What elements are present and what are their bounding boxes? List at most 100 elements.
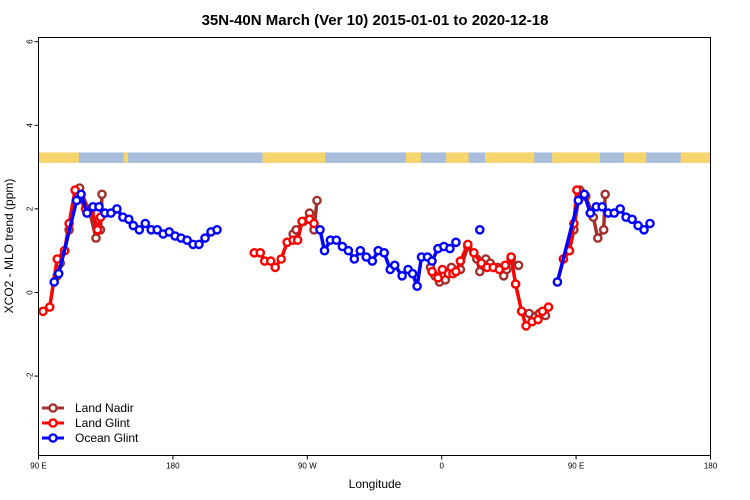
data-point: [639, 224, 649, 235]
data-point: [427, 266, 437, 277]
data-point: [312, 195, 322, 206]
data-point: [70, 185, 80, 195]
plot-frame: [38, 37, 711, 456]
data-point: [349, 254, 360, 264]
x-tick-label: 90 E: [30, 462, 46, 471]
data-point: [506, 252, 516, 262]
data-point: [331, 235, 342, 245]
data-point: [200, 233, 210, 243]
data-point: [94, 201, 104, 212]
legend-entry: Land Glint: [42, 416, 130, 430]
data-point: [600, 189, 611, 200]
x-tick-label: 90 E: [568, 462, 584, 471]
data-point: [609, 208, 620, 218]
land-strip-span: [262, 152, 326, 163]
data-point: [537, 306, 548, 317]
data-point: [407, 268, 418, 279]
land-strip-span: [623, 152, 647, 163]
land-strip-span: [405, 152, 421, 163]
x-tick-label: 180: [704, 462, 718, 471]
legend-label: Land Nadir: [75, 401, 134, 415]
data-point: [255, 247, 266, 258]
data-point: [433, 273, 443, 283]
data-point: [389, 260, 400, 271]
data-point: [627, 214, 637, 225]
ocean-strip: [38, 152, 711, 163]
data-point: [337, 241, 348, 252]
data-point: [44, 302, 55, 312]
data-point: [510, 279, 521, 289]
land-strip-span: [38, 152, 79, 163]
land-strip-span: [552, 152, 600, 163]
data-point: [615, 204, 626, 214]
land-strip-span: [485, 152, 535, 163]
data-point: [53, 268, 64, 279]
y-tick-label: -2: [26, 372, 35, 380]
data-point: [309, 218, 319, 229]
data-point: [265, 256, 276, 266]
x-axis-title: Longitude: [349, 477, 402, 491]
data-point: [645, 218, 655, 229]
data-point: [468, 247, 479, 258]
data-point: [182, 235, 192, 245]
data-point: [451, 237, 461, 248]
data-point: [445, 243, 455, 254]
data-point: [106, 208, 116, 218]
legend-swatch-point: [48, 418, 58, 428]
y-tick-label: 0: [26, 290, 35, 295]
data-point: [128, 220, 139, 231]
data-point: [533, 314, 543, 325]
series-ocean-glint: [49, 189, 655, 292]
data-point: [516, 306, 527, 317]
data-point: [343, 245, 354, 256]
data-point: [437, 264, 448, 275]
legend-swatch-point: [48, 403, 58, 413]
data-point: [134, 224, 145, 235]
data-point: [543, 302, 554, 312]
data-point: [593, 233, 603, 243]
legend-swatch-point: [48, 433, 58, 443]
data-point: [455, 256, 466, 266]
chart-title: 35N-40N March (Ver 10) 2015-01-01 to 202…: [202, 12, 549, 29]
data-point: [194, 239, 204, 250]
data-point: [319, 245, 330, 256]
legend-label: Ocean Glint: [75, 431, 139, 445]
data-point: [276, 254, 287, 264]
data-point: [270, 262, 281, 273]
data-point: [524, 308, 534, 319]
data-point: [297, 216, 307, 227]
data-point: [474, 224, 485, 235]
data-point: [513, 260, 524, 271]
data-point: [412, 281, 422, 292]
data-point: [552, 277, 563, 287]
land-strip-span: [446, 152, 469, 163]
data-point: [379, 247, 390, 258]
data-point: [427, 256, 437, 266]
x-tick-label: 0: [439, 462, 444, 471]
data-point: [573, 195, 584, 206]
y-axis-title: XCO2 - MLO trend (ppm): [2, 179, 16, 314]
data-point: [292, 235, 303, 245]
data-point: [97, 189, 107, 200]
data-point: [585, 208, 596, 218]
data-point: [572, 185, 582, 195]
data-point: [494, 264, 505, 275]
data-point: [397, 270, 407, 281]
land-strip-span: [680, 152, 711, 163]
data-point: [598, 224, 609, 235]
data-point: [451, 266, 461, 277]
legend-entry: Land Nadir: [42, 401, 134, 415]
y-tick-label: 6: [26, 39, 35, 44]
data-point: [71, 195, 82, 206]
data-point: [500, 260, 511, 271]
data-point: [367, 256, 378, 266]
legend-entry: Ocean Glint: [42, 431, 139, 445]
data-point: [124, 214, 134, 225]
y-axis: -2 0 2 4 6: [26, 39, 39, 380]
legend-label: Land Glint: [75, 416, 130, 430]
plot-area: [38, 152, 711, 331]
data-point: [82, 208, 92, 218]
data-point: [462, 239, 473, 250]
x-tick-label: 180: [166, 462, 180, 471]
